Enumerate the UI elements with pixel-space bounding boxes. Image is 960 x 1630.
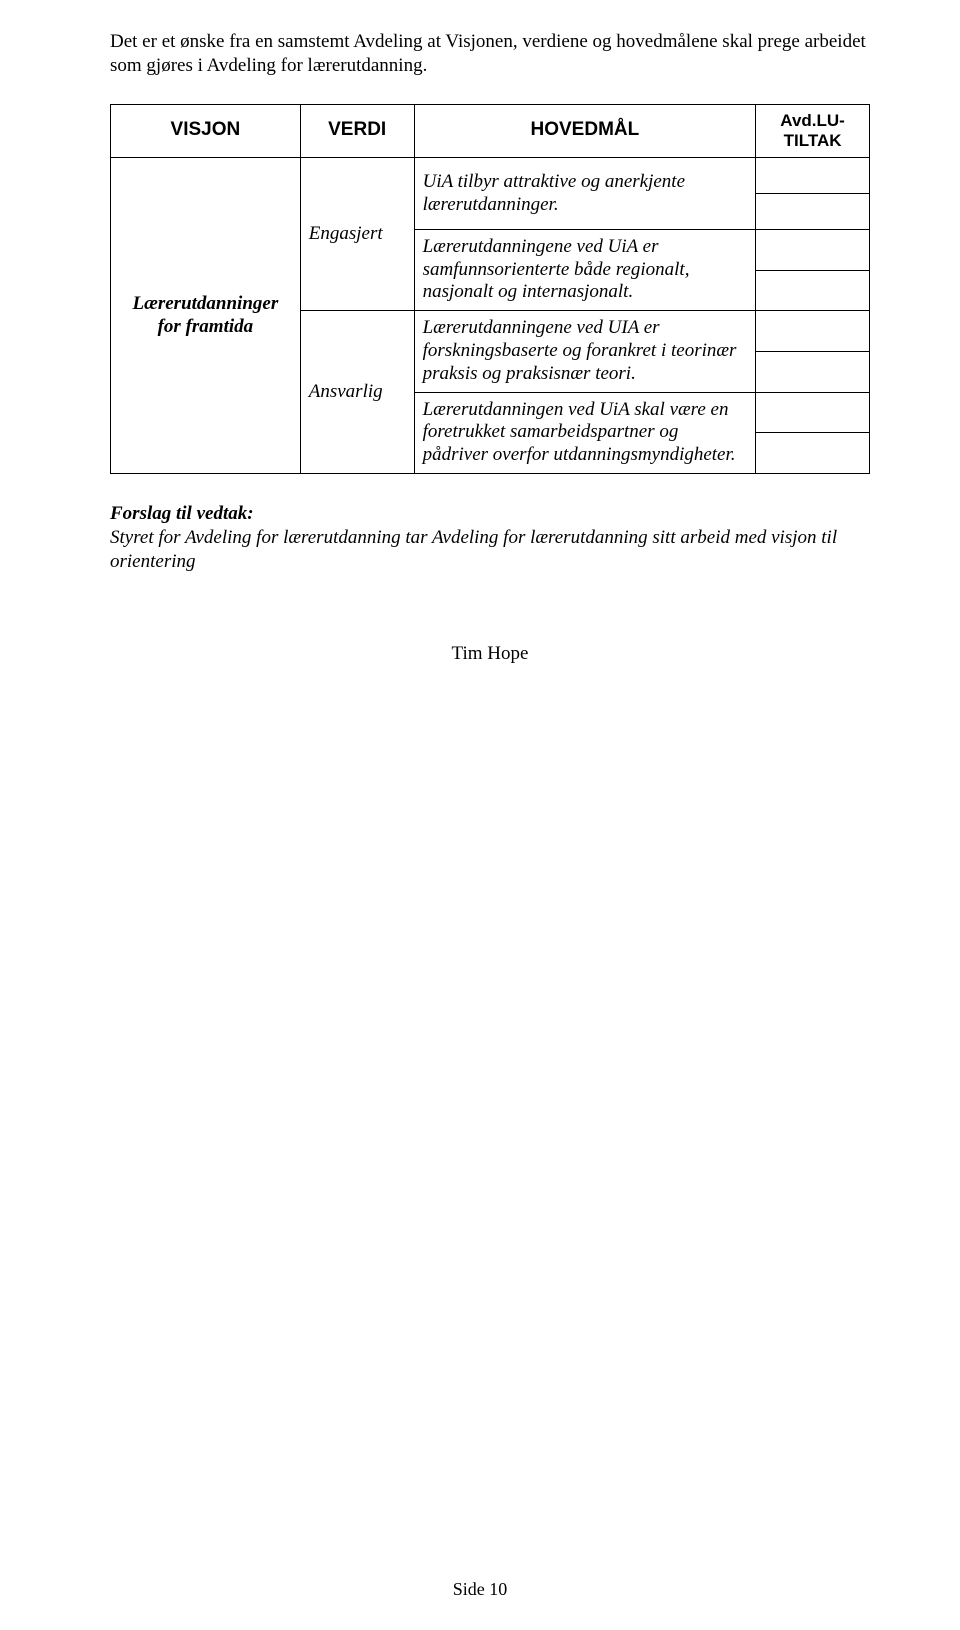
proposal-heading: Forslag til vedtak: [110,503,254,524]
vision-table: VISJON VERDI HOVEDMÅL Avd.LU-TILTAK Lære… [110,104,870,475]
tiltak-cell [756,270,870,311]
verdi-cell-top: Engasjert [300,158,414,311]
col-header-visjon: VISJON [111,104,301,158]
tiltak-cell [756,351,870,392]
page-footer: Side 10 [0,1579,960,1600]
intro-paragraph: Det er et ønske fra en samstemt Avdeling… [110,30,870,78]
table-header-row: VISJON VERDI HOVEDMÅL Avd.LU-TILTAK [111,104,870,158]
visjon-cell: Lærerutdanninger for framtida [111,158,301,474]
tiltak-cell [756,392,870,433]
verdi-cell-bottom: Ansvarlig [300,311,414,474]
col-header-tiltak: Avd.LU-TILTAK [756,104,870,158]
tiltak-cell [756,229,870,270]
proposal-body: Styret for Avdeling for lærerutdanning t… [110,527,837,572]
tiltak-cell [756,311,870,352]
col-header-hovedmal: HOVEDMÅL [414,104,756,158]
proposal-block: Forslag til vedtak: Styret for Avdeling … [110,502,870,573]
goal-cell: UiA tilbyr attraktive og anerkjente lære… [414,158,756,230]
goal-cell: Lærerutdanningen ved UiA skal være en fo… [414,392,756,473]
tiltak-cell [756,433,870,474]
goal-cell: Lærerutdanningene ved UIA er forskningsb… [414,311,756,392]
signature: Tim Hope [110,643,870,665]
tiltak-cell [756,194,870,230]
table-row: Lærerutdanninger for framtida Engasjert … [111,158,870,194]
goal-cell: Lærerutdanningene ved UiA er samfunnsori… [414,229,756,310]
tiltak-cell [756,158,870,194]
col-header-verdi: VERDI [300,104,414,158]
